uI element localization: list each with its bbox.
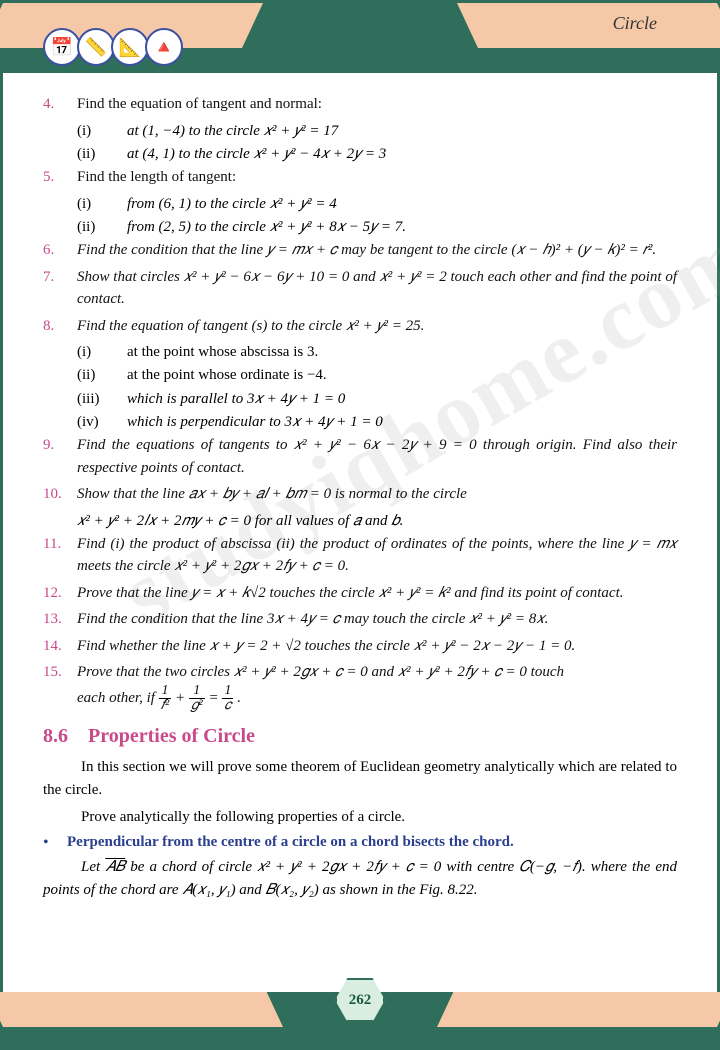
problem-8-ii: (ii) at the point whose ordinate is −4. — [77, 364, 677, 387]
period: . — [237, 690, 241, 706]
problem-number: 12. — [43, 582, 77, 605]
problem-10-line2: 𝑥² + 𝑦² + 2𝑙𝑥 + 2𝑚𝑦 + 𝑐 = 0 for all valu… — [77, 510, 677, 533]
triangle-icon: 🔺 — [145, 28, 183, 66]
p15-line1: Prove that the two circles 𝑥² + 𝑦² + 2𝑔𝑥… — [77, 664, 564, 680]
fraction-1: 1𝑓² — [159, 684, 172, 713]
footer-decor-right — [437, 992, 720, 1027]
problem-text: Find the length of tangent: — [77, 166, 677, 189]
problem-number: 13. — [43, 608, 77, 631]
problem-4: 4. Find the equation of tangent and norm… — [43, 93, 677, 116]
plus-sign: + — [175, 690, 189, 706]
problem-13: 13. Find the condition that the line 3𝑥 … — [43, 608, 677, 631]
problem-number: 4. — [43, 93, 77, 116]
problem-number: 9. — [43, 434, 77, 479]
page-number-badge: 262 — [335, 978, 385, 1022]
problem-number: 15. — [43, 661, 77, 713]
fraction-3: 1𝑐 — [222, 684, 233, 713]
para3-a: Let — [81, 859, 105, 875]
problem-text: Prove that the two circles 𝑥² + 𝑦² + 2𝑔𝑥… — [77, 661, 677, 713]
sub-text: from (2, 5) to the circle 𝑥² + 𝑦² + 8𝑥 −… — [127, 216, 677, 239]
fraction-2: 1𝑔² — [189, 684, 205, 713]
problem-5-i: (i) from (6, 1) to the circle 𝑥² + 𝑦² = … — [77, 193, 677, 216]
compass-icon: 📐 — [111, 28, 149, 66]
problem-12: 12. Prove that the line 𝑦 = 𝑥 + 𝑘√2 touc… — [43, 582, 677, 605]
problem-7: 7. Show that circles 𝑥² + 𝑦² − 6𝑥 − 6𝑦 +… — [43, 266, 677, 311]
problem-number: 14. — [43, 635, 77, 658]
problem-text: Find the equations of tangents to 𝑥² + 𝑦… — [77, 434, 677, 479]
sub-label: (i) — [77, 193, 127, 216]
section-number: 8.6 — [43, 725, 68, 747]
footer-decor-left — [0, 992, 283, 1027]
problem-6: 6. Find the condition that the line 𝑦 = … — [43, 239, 677, 262]
sub-label: (ii) — [77, 364, 127, 387]
problem-text: Prove that the line 𝑦 = 𝑥 + 𝑘√2 touches … — [77, 582, 677, 605]
problem-number: 5. — [43, 166, 77, 189]
section-title: Properties of Circle — [88, 725, 255, 747]
problem-text: Show that circles 𝑥² + 𝑦² − 6𝑥 − 6𝑦 + 10… — [77, 266, 677, 311]
problem-8-i: (i) at the point whose abscissa is 3. — [77, 341, 677, 364]
calendar-icon: 📅 — [43, 28, 81, 66]
sub-text: at the point whose abscissa is 3. — [127, 341, 677, 364]
problem-4-i: (i) at (1, −4) to the circle 𝑥² + 𝑦² = 1… — [77, 120, 677, 143]
segment-ab: 𝐴𝐵 — [105, 859, 125, 875]
problem-text: Find the equation of tangent (s) to the … — [77, 315, 677, 338]
problem-number: 6. — [43, 239, 77, 262]
problem-text: Find the condition that the line 3𝑥 + 4𝑦… — [77, 608, 677, 631]
sub-label: (iv) — [77, 411, 127, 434]
content-area: studyiqhome.com 4. Find the equation of … — [3, 73, 717, 916]
problem-text: Find the equation of tangent and normal: — [77, 93, 677, 116]
problem-15: 15. Prove that the two circles 𝑥² + 𝑦² +… — [43, 661, 677, 713]
sub-label: (ii) — [77, 143, 127, 166]
problem-number: 10. — [43, 483, 77, 506]
subject-icons: 📅 📏 📐 🔺 — [43, 28, 179, 66]
problem-number: 8. — [43, 315, 77, 338]
problem-8-iii: (iii) which is parallel to 3𝑥 + 4𝑦 + 1 =… — [77, 388, 677, 411]
problem-8: 8. Find the equation of tangent (s) to t… — [43, 315, 677, 338]
problem-10: 10. Show that the line 𝑎𝑥 + 𝑏𝑦 + 𝑎𝑙 + 𝑏𝑚… — [43, 483, 677, 506]
sub-label: (i) — [77, 120, 127, 143]
problem-text: Find whether the line 𝑥 + 𝑦 = 2 + √2 tou… — [77, 635, 677, 658]
sub-text: which is parallel to 3𝑥 + 4𝑦 + 1 = 0 — [127, 388, 677, 411]
problem-8-iv: (iv) which is perpendicular to 3𝑥 + 4𝑦 +… — [77, 411, 677, 434]
problem-11: 11. Find (i) the product of abscissa (ii… — [43, 533, 677, 578]
section-para-1: In this section we will prove some theor… — [43, 756, 677, 803]
problem-5: 5. Find the length of tangent: — [43, 166, 677, 189]
page-number: 262 — [335, 978, 385, 1022]
section-heading: 8.6 Properties of Circle — [43, 725, 677, 748]
equals-sign: = — [209, 690, 223, 706]
problem-9: 9. Find the equations of tangents to 𝑥² … — [43, 434, 677, 479]
chapter-title: Circle — [613, 13, 657, 34]
problem-text: Show that the line 𝑎𝑥 + 𝑏𝑦 + 𝑎𝑙 + 𝑏𝑚 = 0… — [77, 483, 677, 506]
bullet-icon: • — [43, 834, 67, 852]
problem-4-ii: (ii) at (4, 1) to the circle 𝑥² + 𝑦² − 4… — [77, 143, 677, 166]
p15-line2a: each other, if — [77, 690, 159, 706]
sub-text: from (6, 1) to the circle 𝑥² + 𝑦² = 4 — [127, 193, 677, 216]
sub-text: which is perpendicular to 3𝑥 + 4𝑦 + 1 = … — [127, 411, 677, 434]
problem-text: Find the condition that the line 𝑦 = 𝑚𝑥 … — [77, 239, 677, 262]
problem-5-ii: (ii) from (2, 5) to the circle 𝑥² + 𝑦² +… — [77, 216, 677, 239]
problem-number: 7. — [43, 266, 77, 311]
bullet-text: Perpendicular from the centre of a circl… — [67, 834, 677, 851]
ruler-icon: 📏 — [77, 28, 115, 66]
page-frame: Circle 📅 📏 📐 🔺 studyiqhome.com 4. Find t… — [0, 0, 720, 1050]
problem-text: Find (i) the product of abscissa (ii) th… — [77, 533, 677, 578]
para3-b: be a chord of circle 𝑥² + 𝑦² + 2𝑔𝑥 + 2𝑓𝑦… — [43, 859, 677, 898]
sub-label: (ii) — [77, 216, 127, 239]
property-bullet: • Perpendicular from the centre of a cir… — [43, 834, 677, 852]
header-decor-right — [457, 3, 720, 48]
sub-text: at (1, −4) to the circle 𝑥² + 𝑦² = 17 — [127, 120, 677, 143]
sub-label: (i) — [77, 341, 127, 364]
section-para-2: Prove analytically the following propert… — [43, 806, 677, 829]
sub-text: at the point whose ordinate is −4. — [127, 364, 677, 387]
section-para-3: Let 𝐴𝐵 be a chord of circle 𝑥² + 𝑦² + 2𝑔… — [43, 856, 677, 903]
problem-number: 11. — [43, 533, 77, 578]
sub-text: at (4, 1) to the circle 𝑥² + 𝑦² − 4𝑥 + 2… — [127, 143, 677, 166]
problem-14: 14. Find whether the line 𝑥 + 𝑦 = 2 + √2… — [43, 635, 677, 658]
sub-label: (iii) — [77, 388, 127, 411]
